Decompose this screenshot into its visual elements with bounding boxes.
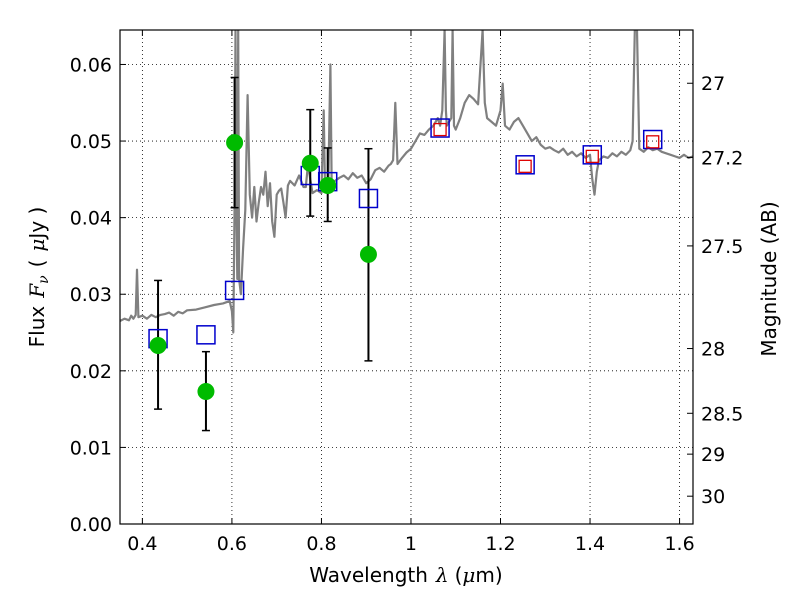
observed-point xyxy=(149,337,167,355)
y-axis-title-prefix: Flux xyxy=(25,306,49,348)
right-tick-label: 28 xyxy=(701,339,725,361)
x-tick-label: 1.2 xyxy=(485,533,515,555)
x-axis-title-unit-symbol: μ xyxy=(462,563,475,587)
x-tick-label: 0.6 xyxy=(217,533,247,555)
observed-point xyxy=(197,383,215,401)
observed-point xyxy=(226,134,244,152)
observed-point xyxy=(301,154,319,172)
x-tick-label: 1.6 xyxy=(664,533,694,555)
y-axis-title-unit-symbol: μ xyxy=(25,239,49,252)
model-blue-square xyxy=(582,145,603,165)
green-point-layer xyxy=(149,134,377,401)
model-blue-square xyxy=(430,118,450,138)
model-red-square xyxy=(433,122,447,137)
spectrum-layer xyxy=(120,30,693,334)
model-blue-square xyxy=(358,188,379,209)
y-tick-label: 0.06 xyxy=(70,54,112,76)
model-red-square xyxy=(646,135,660,149)
y-tick-label: 0.02 xyxy=(70,361,112,383)
right-tick-label: 29 xyxy=(701,444,725,466)
plot-background xyxy=(120,30,693,524)
x-axis-title-symbol: λ xyxy=(435,563,449,587)
model-blue-square xyxy=(642,129,663,150)
plot-frame xyxy=(119,29,694,525)
right-axis-ticks: 27 27.2 27.5 28 28.5 29 30 xyxy=(687,73,743,508)
x-tick-label: 0.4 xyxy=(127,533,157,555)
y-axis-ticks: 0.00 0.01 0.02 0.03 0.04 0.05 0.06 xyxy=(70,54,126,536)
x-tick-label: 0.8 xyxy=(306,533,336,555)
y-axis-title: Flux Fν ( μJy ) xyxy=(25,207,52,348)
model-red-square xyxy=(518,159,532,173)
spectrum-line xyxy=(120,30,693,334)
y-axis-title-unit-rest: Jy ) xyxy=(25,207,49,241)
x-tick-label: 1 xyxy=(405,533,417,555)
y-tick-label: 0.03 xyxy=(70,284,112,306)
x-axis-title-unit-rest: m) xyxy=(475,563,502,587)
x-axis-title-unit-open: ( xyxy=(455,563,463,587)
right-tick-label: 27 xyxy=(701,73,725,95)
right-tick-label: 27.5 xyxy=(701,236,743,258)
y-axis-title-subscript: ν xyxy=(36,275,52,284)
x-axis-title-prefix: Wavelength xyxy=(309,563,428,587)
observed-point xyxy=(319,176,337,194)
right-axis-title: Magnitude (AB) xyxy=(757,201,781,356)
y-tick-label: 0.00 xyxy=(70,514,112,536)
model-blue-square xyxy=(515,155,535,175)
x-axis-title: Wavelength λ (μm) xyxy=(309,563,502,587)
model-blue-square xyxy=(224,280,245,301)
x-axis-ticks: 0.4 0.6 0.8 1 1.2 1.4 1.6 xyxy=(127,30,695,555)
model-blue-square xyxy=(196,325,216,345)
x-tick-label: 1.4 xyxy=(575,533,605,555)
right-tick-label: 27.2 xyxy=(701,147,743,169)
y-tick-label: 0.05 xyxy=(70,131,112,153)
y-axis-title-symbol: F xyxy=(25,283,49,299)
right-tick-label: 30 xyxy=(701,486,725,508)
y-tick-label: 0.04 xyxy=(70,208,112,230)
red-square-layer xyxy=(433,122,660,173)
model-red-square xyxy=(585,149,599,164)
y-tick-label: 0.01 xyxy=(70,437,112,459)
right-tick-label: 28.5 xyxy=(701,403,743,425)
y-axis-title-unit-open: ( xyxy=(25,260,49,268)
observed-point xyxy=(359,245,377,263)
